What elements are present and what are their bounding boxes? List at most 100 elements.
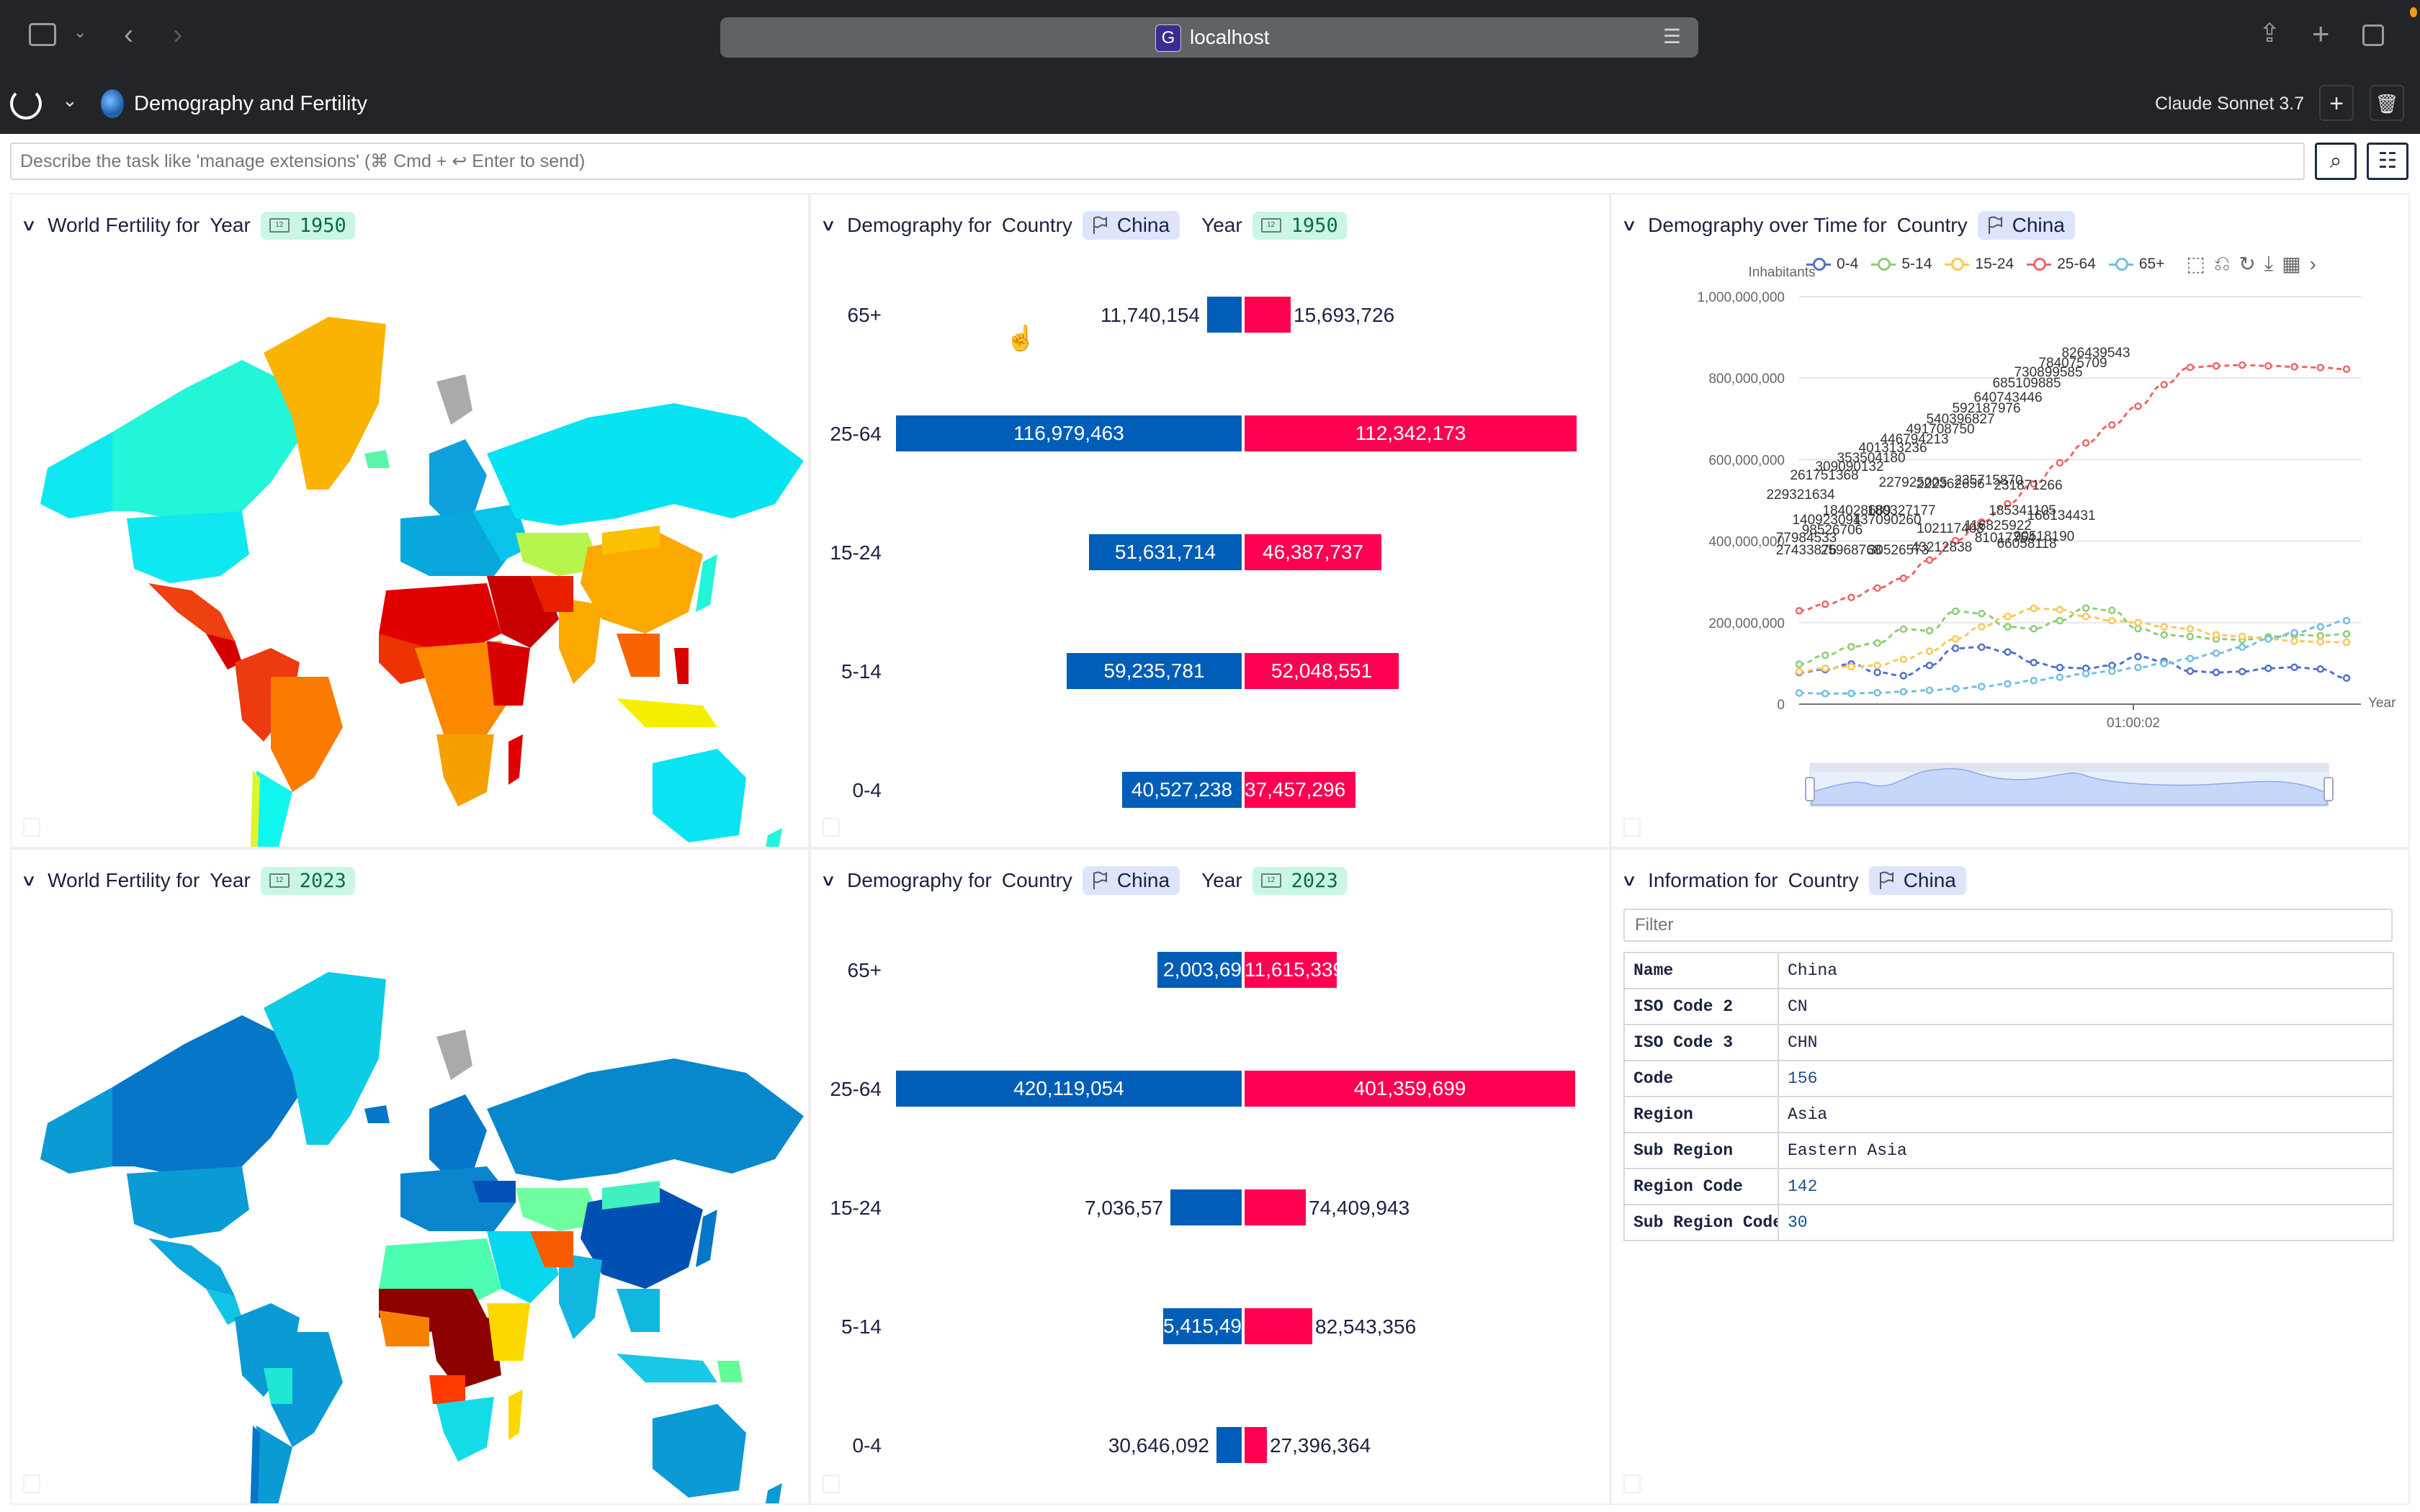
download-icon[interactable]: ⤓ bbox=[2264, 252, 2274, 274]
resize-handle[interactable] bbox=[23, 1475, 40, 1493]
sidebar-icon[interactable] bbox=[29, 23, 56, 46]
panel-header: ∨ Demography for Country China Year 12 20… bbox=[820, 863, 1368, 899]
address-bar[interactable]: G localhost ☰ bbox=[720, 17, 1698, 58]
data-point bbox=[2186, 363, 2195, 372]
legend-item[interactable]: 5-14 bbox=[1871, 256, 1932, 273]
collapse-chevron-icon[interactable]: ∨ bbox=[20, 216, 37, 234]
age-group-label: 65+ bbox=[847, 959, 882, 981]
restore-icon[interactable]: ↻ bbox=[2238, 253, 2256, 275]
country-chip[interactable]: China bbox=[1082, 211, 1180, 240]
panel-header: ∨ Information for Country China bbox=[1621, 863, 1988, 899]
collapse-chevron-icon[interactable]: ∨ bbox=[820, 216, 837, 234]
resize-handle[interactable] bbox=[823, 818, 840, 837]
resize-handle[interactable] bbox=[1623, 818, 1641, 837]
filter-input[interactable] bbox=[1623, 909, 2393, 942]
male-bar[interactable]: 51,631,714 bbox=[1089, 534, 1242, 570]
world-map-1950[interactable] bbox=[26, 274, 804, 848]
female-bar[interactable]: 46,387,737 bbox=[1245, 534, 1381, 570]
year-chip[interactable]: 12 2023 bbox=[1252, 866, 1347, 895]
male-bar[interactable]: 59,235,781 bbox=[1067, 653, 1242, 689]
year-value: 1950 bbox=[299, 214, 346, 237]
url-text[interactable]: localhost bbox=[1190, 26, 1270, 48]
female-bar[interactable] bbox=[1245, 1308, 1312, 1344]
tabs-icon[interactable] bbox=[2362, 24, 2384, 46]
data-point bbox=[2316, 364, 2325, 372]
data-point bbox=[1951, 685, 1960, 693]
back-icon[interactable]: ‹ bbox=[124, 19, 134, 50]
chevron-down-icon[interactable]: ⌄ bbox=[62, 89, 78, 111]
country-chip[interactable]: China bbox=[1977, 211, 2075, 240]
female-bar[interactable] bbox=[1245, 297, 1291, 333]
year-chip[interactable]: 12 1950 bbox=[260, 211, 355, 240]
data-point bbox=[2212, 631, 2220, 639]
slider-handle-left[interactable] bbox=[1805, 777, 1815, 801]
country-chip[interactable]: China bbox=[1082, 866, 1180, 895]
region-new-zealand bbox=[766, 828, 782, 847]
legend-item[interactable]: 65+ bbox=[2108, 256, 2164, 273]
data-view-icon[interactable]: ▦ bbox=[2282, 253, 2301, 275]
info-row: Code 156 bbox=[1623, 1060, 2394, 1097]
slider-handle-right[interactable] bbox=[2323, 777, 2334, 801]
male-bar[interactable]: 40,527,238 bbox=[1122, 772, 1242, 808]
male-bar[interactable]: 2,003,69 bbox=[1157, 952, 1242, 988]
legend-item[interactable]: 25-64 bbox=[2027, 256, 2096, 273]
data-label: 229321634 bbox=[1766, 487, 1835, 503]
data-zoom-slider[interactable] bbox=[1805, 762, 2334, 807]
reader-icon[interactable]: ☰ bbox=[1662, 25, 1681, 48]
search-button[interactable]: ⌕ bbox=[2315, 143, 2357, 180]
region-central-america bbox=[206, 634, 242, 670]
female-bar[interactable]: 11,615,339 bbox=[1245, 952, 1337, 988]
male-bar[interactable]: 5,415,49 bbox=[1163, 1308, 1242, 1344]
info-row: ISO Code 3 CHN bbox=[1623, 1024, 2394, 1061]
year-chip[interactable]: 12 2023 bbox=[260, 866, 355, 895]
collapse-chevron-icon[interactable]: ∨ bbox=[820, 871, 837, 889]
add-button[interactable]: + bbox=[2319, 85, 2354, 121]
share-icon[interactable]: ⇪ bbox=[2259, 18, 2281, 48]
zoom-back-icon[interactable]: ⎌ bbox=[2213, 252, 2231, 274]
legend-label: 5-14 bbox=[1901, 255, 1932, 272]
forward-icon[interactable]: › bbox=[173, 19, 183, 50]
x-axis-title: Year bbox=[2368, 696, 2396, 711]
data-point bbox=[2316, 631, 2325, 640]
legend-item[interactable]: 0-4 bbox=[1806, 256, 1858, 273]
world-map-2023[interactable] bbox=[26, 929, 804, 1505]
model-name[interactable]: Claude Sonnet 3.7 bbox=[2155, 94, 2305, 114]
data-label: 491708750 bbox=[1906, 422, 1974, 437]
next-icon[interactable]: › bbox=[2309, 252, 2316, 275]
country-chip[interactable]: China bbox=[1868, 866, 1966, 895]
collapse-chevron-icon[interactable]: ∨ bbox=[1621, 871, 1638, 889]
resize-handle[interactable] bbox=[823, 1475, 840, 1493]
info-key: Name bbox=[1623, 952, 1779, 989]
zoom-select-icon[interactable]: ⬚ bbox=[2186, 253, 2205, 275]
task-input[interactable] bbox=[10, 143, 2305, 180]
data-label: 25968768 bbox=[1821, 543, 1882, 558]
male-bar[interactable]: 116,979,463 bbox=[896, 415, 1242, 451]
country-value: China bbox=[1903, 869, 1956, 891]
female-bar[interactable]: 52,048,551 bbox=[1245, 653, 1399, 689]
legend-item[interactable]: 15-24 bbox=[1945, 256, 2014, 273]
chevron-down-icon[interactable]: ⌄ bbox=[73, 23, 87, 41]
app-logo-icon[interactable] bbox=[10, 88, 42, 120]
male-bar[interactable] bbox=[1216, 1427, 1242, 1463]
data-point bbox=[1873, 661, 1881, 670]
female-bar[interactable]: 37,457,296 bbox=[1245, 772, 1355, 808]
female-bar[interactable]: 112,342,173 bbox=[1245, 415, 1577, 451]
trash-button[interactable]: 🗑 bbox=[2370, 85, 2404, 121]
info-row: Region Code 142 bbox=[1623, 1168, 2394, 1205]
resize-handle[interactable] bbox=[23, 818, 40, 837]
male-bar[interactable] bbox=[1170, 1189, 1242, 1225]
collapse-chevron-icon[interactable]: ∨ bbox=[1621, 216, 1638, 234]
resize-handle[interactable] bbox=[1623, 1475, 1641, 1493]
line-chart[interactable]: Inhabitants 0 200,000,000 400,000,000 600,00… bbox=[1612, 266, 2410, 842]
female-bar[interactable] bbox=[1245, 1427, 1267, 1463]
male-bar[interactable] bbox=[1207, 297, 1242, 333]
list-button[interactable]: ☷ bbox=[2367, 143, 2408, 180]
year-chip[interactable]: 12 1950 bbox=[1252, 211, 1347, 240]
new-tab-icon[interactable]: + bbox=[2312, 17, 2330, 50]
male-bar[interactable]: 420,119,054 bbox=[896, 1071, 1242, 1107]
female-bar[interactable] bbox=[1245, 1189, 1306, 1225]
collapse-chevron-icon[interactable]: ∨ bbox=[20, 871, 37, 889]
female-bar[interactable]: 401,359,699 bbox=[1245, 1071, 1575, 1107]
data-point bbox=[2342, 365, 2351, 373]
site-favicon: G bbox=[1155, 24, 1181, 52]
